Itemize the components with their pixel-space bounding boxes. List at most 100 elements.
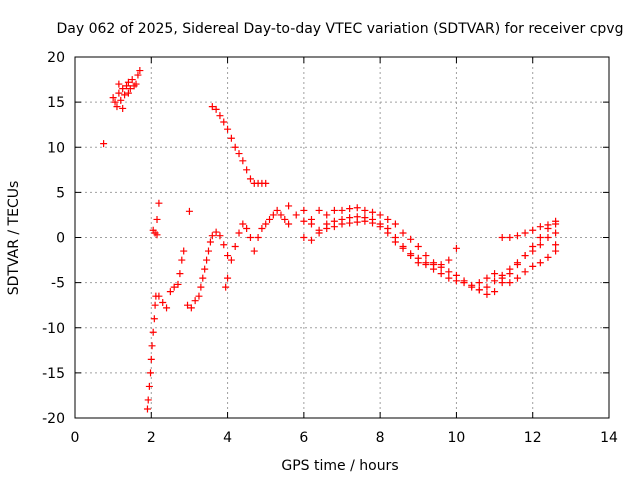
data-point [399, 244, 407, 252]
data-point [262, 220, 270, 228]
data-point [250, 247, 258, 255]
data-point [399, 229, 407, 237]
data-point [338, 206, 346, 214]
y-tick-label: -20 [42, 411, 65, 427]
x-tick-label: 10 [448, 430, 466, 446]
series-ramp-4-6 [222, 206, 293, 291]
data-point [513, 274, 521, 282]
data-point [536, 234, 544, 241]
data-point [361, 217, 369, 225]
data-point [544, 234, 552, 241]
data-point [239, 220, 247, 228]
data-point [147, 369, 155, 377]
series-upper-band [300, 213, 460, 269]
data-point [136, 67, 144, 75]
data-point [227, 134, 235, 142]
data-point [353, 218, 361, 226]
data-point [220, 241, 228, 249]
data-point [124, 78, 132, 86]
data-point [338, 220, 346, 228]
data-point [227, 256, 235, 264]
data-point [150, 315, 158, 323]
data-point [205, 247, 212, 255]
data-point [100, 140, 108, 148]
data-point [483, 283, 491, 291]
data-point [197, 283, 205, 291]
data-point [231, 243, 239, 251]
data-point [222, 283, 230, 291]
data-point [277, 211, 285, 219]
x-tick-label: 2 [147, 430, 156, 446]
data-point [521, 229, 529, 237]
y-tick-label: 15 [47, 95, 65, 111]
data-point [391, 238, 399, 246]
data-point [187, 304, 195, 312]
data-point [529, 262, 537, 270]
data-point [148, 342, 156, 350]
series-early-cluster [109, 67, 144, 112]
data-point [126, 85, 134, 93]
data-point [323, 211, 331, 219]
data-point [414, 259, 422, 267]
data-point [254, 234, 262, 241]
data-point [144, 396, 152, 404]
x-tick-label: 0 [71, 430, 80, 446]
data-point [346, 219, 354, 227]
data-point [498, 234, 506, 241]
data-point [281, 215, 289, 223]
data-point [113, 103, 121, 111]
data-point [544, 221, 552, 229]
data-point [184, 301, 192, 309]
data-point [430, 265, 438, 273]
data-point [460, 279, 468, 287]
data-point [109, 94, 117, 102]
data-point [124, 89, 132, 97]
data-point [536, 259, 544, 267]
data-point [147, 355, 155, 363]
data-point [149, 328, 157, 336]
series-isolated-3 [185, 207, 193, 215]
data-point [243, 166, 251, 174]
data-point [452, 244, 460, 252]
data-point [115, 89, 123, 97]
data-point [552, 229, 560, 237]
data-point [174, 280, 182, 288]
data-point [414, 243, 422, 251]
data-point [203, 256, 211, 264]
data-point [185, 207, 193, 215]
data-point [452, 277, 460, 285]
data-point [115, 80, 123, 88]
series-dip-2-3 [155, 228, 232, 312]
data-point [475, 286, 483, 294]
data-point [361, 206, 369, 214]
data-point [195, 292, 203, 300]
data-point [330, 206, 338, 214]
data-point [300, 234, 308, 241]
data-point [437, 261, 445, 269]
data-point [224, 274, 232, 282]
data-point [262, 179, 270, 187]
data-point [491, 270, 499, 278]
data-point [353, 204, 361, 212]
data-point [258, 224, 266, 232]
data-point [134, 71, 142, 79]
data-point [122, 82, 130, 90]
y-tick-label: -5 [51, 276, 65, 292]
data-point [391, 220, 399, 228]
data-point [468, 283, 476, 291]
data-point [376, 211, 384, 219]
grid-lines [75, 57, 609, 418]
data-point [491, 277, 499, 285]
series-isolated-low [100, 140, 108, 148]
data-point [212, 105, 220, 113]
data-point [220, 118, 228, 126]
data-point [513, 232, 521, 240]
data-point [529, 226, 537, 234]
x-tick-label: 14 [600, 430, 618, 446]
data-point [117, 96, 125, 104]
y-tick-label: -10 [42, 321, 65, 337]
data-point [300, 217, 308, 225]
data-point [206, 238, 214, 246]
y-tick-label: 20 [47, 50, 65, 66]
data-point [216, 232, 224, 240]
